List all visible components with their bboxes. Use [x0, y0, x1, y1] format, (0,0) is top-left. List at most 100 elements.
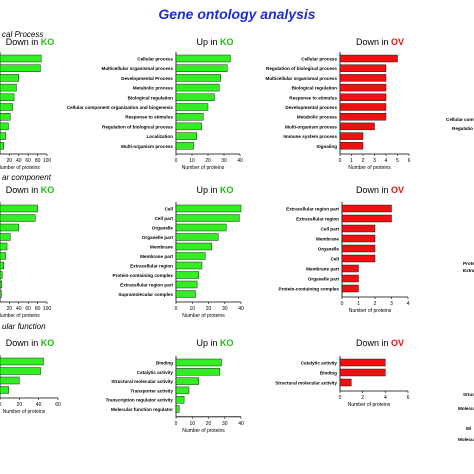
- bp_up_ko-bar: [175, 112, 204, 121]
- cc_down_ov-category-label: Organelle: [318, 247, 340, 252]
- bp_down_ov-tick-label: 2: [362, 158, 365, 164]
- cc_up_ko-category-label: Membrane: [150, 245, 173, 250]
- mf_up_ko-tick-label: 40: [238, 421, 244, 427]
- bp_up_ko-category-label: Cellular component organization and biog…: [67, 105, 174, 110]
- mf_down_ov-title: Down in OV: [356, 338, 404, 348]
- cc_up_ko-bar: [175, 233, 219, 241]
- bp_down_ov-bar: [339, 83, 387, 92]
- bp_up_ko-category-label: Multi-organism process: [121, 144, 173, 149]
- bp_down_ov-tick-label: 4: [385, 158, 388, 164]
- cc_up_ko-bar: [175, 261, 203, 270]
- bp_down_ko-x-label: Number of proteins: [0, 165, 40, 171]
- section-label-cc: ar component: [2, 173, 51, 182]
- cc_up_ko-category-label: Protein-containing complex: [113, 273, 174, 278]
- mf_down_ko-bar: [0, 367, 41, 375]
- bp_down_ov-category-label: Immune system process: [283, 134, 337, 139]
- bp_down_ov-tick-label: 3: [373, 158, 376, 164]
- bp_down_ov-category-label: Signaling: [316, 144, 337, 149]
- bp_up_ko-bar: [175, 142, 194, 150]
- bp_up_ko-tick-label: 10: [189, 158, 195, 164]
- mf_up_ko-category-label: Structural molecular activity: [111, 379, 173, 384]
- cc_up_ko-bar: [175, 242, 212, 251]
- bp_down_ko-tick-label: 80: [35, 158, 41, 164]
- clipped-label-mf: Molecu: [458, 437, 474, 442]
- mf_up_ko-bar: [175, 396, 185, 404]
- bp_down_ko-bar: [0, 74, 19, 82]
- mf_down_ov-bar: [339, 358, 386, 367]
- bp_up_ko-bar: [175, 122, 202, 131]
- mf_up_ko-category-label: Binding: [156, 361, 173, 366]
- cc_up_ko-bar: [175, 280, 198, 289]
- mf_up_ko-bar: [175, 405, 180, 413]
- cc_up_ko-x-label: Number of proteins: [182, 313, 225, 319]
- cc_down_ov-bar: [341, 284, 359, 293]
- cc_up_ko-category-label: Extracellular region: [130, 264, 173, 269]
- cc_down_ko-x-label: Number of proteins: [0, 313, 40, 319]
- bp_down_ov-bar: [339, 122, 375, 131]
- cc_up_ko-category-label: Cell part: [155, 216, 174, 221]
- bp_down_ov-bar: [339, 54, 398, 63]
- cc_up_ko-bar: [175, 252, 206, 260]
- cc_down_ov-category-label: Protein-containing complex: [279, 287, 340, 292]
- cc_down_ov-tick-label: 2: [374, 301, 377, 307]
- cc_down_ko-bar: [0, 290, 2, 298]
- mf_up_ko-bar: [175, 377, 199, 385]
- mf_down_ko-bar: [0, 376, 20, 385]
- cc_down_ov-category-label: Extracellular region part: [286, 207, 339, 212]
- bp_down_ko-tick-label: 20: [7, 158, 13, 164]
- cc_up_ko-bar: [175, 290, 196, 298]
- bp_up_ko-tick-label: 40: [237, 158, 243, 164]
- bp_down_ov-tick-label: 1: [350, 158, 353, 164]
- cc_down_ov-category-label: Cell: [331, 257, 339, 262]
- mf_up_ko-category-label: Transporter activity: [130, 388, 173, 393]
- clipped-label-mf: Mi: [466, 426, 471, 431]
- bp_down_ko-tick-label: 40: [16, 158, 22, 164]
- clipped-label-mf: Molecu: [458, 406, 474, 411]
- bp_up_ko-category-label: Regulation of biological process: [102, 124, 173, 129]
- bp_down_ko-bar: [0, 64, 41, 72]
- mf_up_ko-bar: [175, 358, 222, 367]
- mf_down_ov-bar: [339, 378, 352, 387]
- bp_up_ko-bar: [175, 54, 231, 63]
- cc_down_ov-category-label: Organelle part: [308, 277, 340, 282]
- bp_down_ov-category-label: Regulation of biological process: [266, 66, 337, 71]
- bp_down_ov-bar: [339, 74, 387, 82]
- mf_down_ov-category-label: Binding: [320, 371, 337, 376]
- cc_up_ko-category-label: Organelle part: [142, 235, 174, 240]
- mf_up_ko-tick-label: 0: [175, 421, 178, 427]
- clipped-label-bp: Regulatio: [452, 126, 473, 131]
- cc_down_ko-bar: [0, 261, 4, 270]
- bp_down_ov-bar: [339, 132, 364, 140]
- cc_up_ko-tick-label: 20: [206, 306, 212, 312]
- bp_down_ko-bar: [0, 103, 13, 111]
- clipped-label-bp: Cellular component organ: [446, 117, 474, 122]
- cc_down_ko-tick-label: 40: [16, 306, 22, 312]
- bp_down_ko-bar: [0, 93, 15, 102]
- mf_up_ko-bar: [175, 386, 190, 395]
- bp_down_ov-tick-label: 5: [396, 158, 399, 164]
- cc_down_ov-tick-label: 3: [390, 301, 393, 307]
- cc_down_ov-category-label: Cell part: [321, 227, 340, 232]
- bp_up_ko-bar: [175, 132, 197, 140]
- cc_up_ko-tick-label: 40: [238, 306, 244, 312]
- bp_up_ko-bar: [175, 103, 209, 111]
- bp_up_ko-category-label: Multicellular organismal process: [102, 66, 174, 71]
- cc_down_ko-bar: [0, 214, 36, 222]
- figure-title: Gene ontology analysis: [158, 6, 316, 22]
- bp_up_ko-bar: [175, 64, 228, 72]
- bp_down_ov-bar: [339, 142, 364, 150]
- bp_up_ko-bar: [175, 83, 220, 92]
- bp_down_ov-title: Down in OV: [356, 37, 404, 47]
- bp_down_ov-category-label: Response to stimulus: [289, 95, 337, 100]
- cc_up_ko-bar: [175, 204, 242, 213]
- mf_down_ov-x-label: Number of proteins: [348, 402, 391, 408]
- cc_down_ko-bar: [0, 242, 8, 251]
- bp_down_ov-category-label: Metabolic process: [297, 115, 338, 120]
- mf_up_ko-bar: [175, 368, 221, 376]
- bp_down_ov-tick-label: 0: [339, 158, 342, 164]
- bp_up_ko-bar: [175, 93, 215, 102]
- bp_up_ko-category-label: Cellular process: [137, 57, 173, 62]
- bp_down_ko-tick-label: 60: [25, 158, 31, 164]
- cc_up_ko-tick-label: 30: [222, 306, 228, 312]
